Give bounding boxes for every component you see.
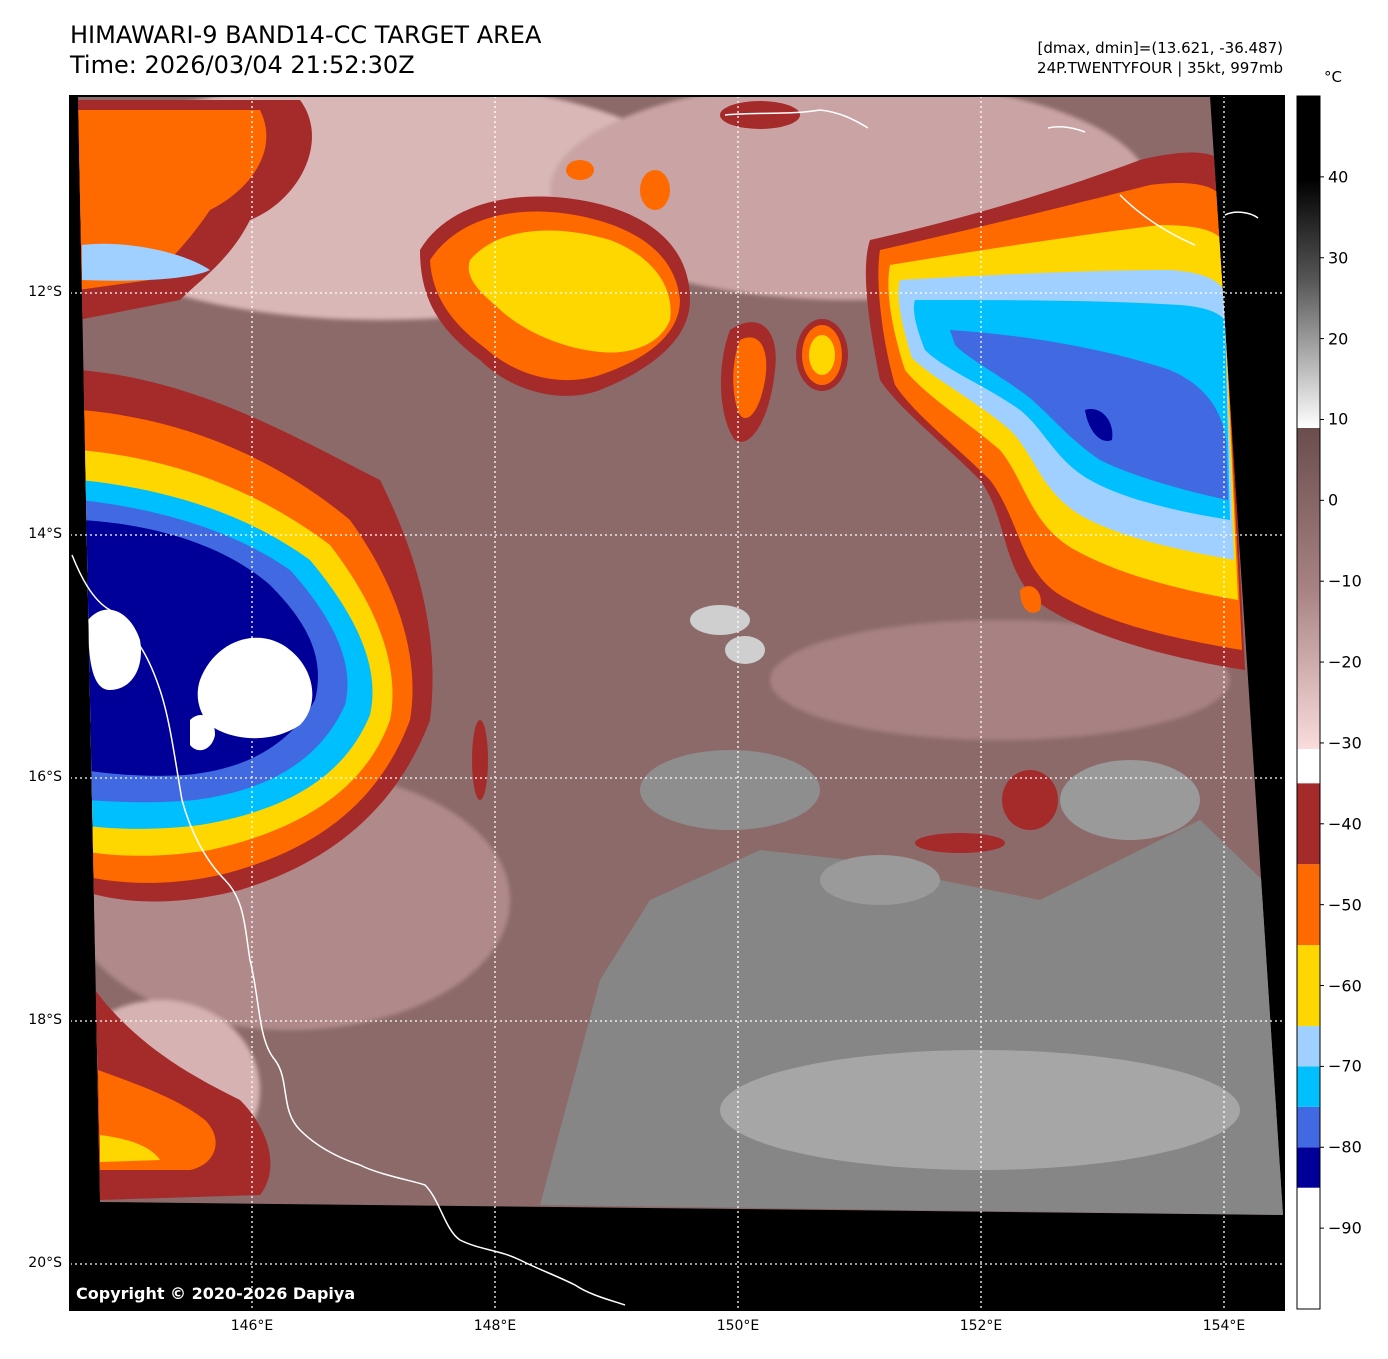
- colorbar-grey-segment: [1297, 96, 1320, 428]
- lon-label: 148°E: [473, 1318, 517, 1334]
- colorbar-tick-label: 0: [1328, 490, 1339, 510]
- colorbar-tick-label: −30: [1328, 733, 1362, 753]
- lat-label: 16°S: [28, 769, 62, 785]
- storm-label: 24P.TWENTYFOUR | 35kt, 997mb: [1037, 59, 1283, 77]
- colorbar-tick-label: −70: [1328, 1056, 1362, 1076]
- storm-info: [dmax, dmin]=(13.621, -36.487) 24P.TWENT…: [1037, 38, 1283, 78]
- convective-band-east: [865, 152, 1245, 670]
- lat-label: 18°S: [28, 1012, 62, 1028]
- colorbar-tick-label: −50: [1328, 895, 1362, 915]
- colorbar-band: [1297, 1066, 1320, 1107]
- colorbar-brown-segment: [1297, 428, 1320, 749]
- colorbar-band: [1297, 945, 1320, 1026]
- convective-system-west: [80, 370, 433, 902]
- colorbar-tick-label: 30: [1328, 248, 1349, 268]
- lat-label: 12°S: [28, 284, 62, 300]
- colorbar: [1296, 95, 1324, 1310]
- convective-cell-north: [420, 196, 848, 442]
- colorbar-tick-label: −40: [1328, 814, 1362, 834]
- lon-label: 150°E: [716, 1318, 760, 1334]
- colorbar-band: [1297, 1106, 1320, 1148]
- graticule: [70, 96, 1284, 1310]
- time-line: Time: 2026/03/04 21:52:30Z: [70, 51, 415, 79]
- copyright-notice: Copyright © 2020-2026 Dapiya: [76, 1284, 356, 1303]
- convective-band-northwest: [78, 100, 312, 320]
- colorbar-tick-label: −10: [1328, 571, 1362, 591]
- map-frame: [69, 95, 1285, 1311]
- colorbar-band: [1297, 1025, 1320, 1067]
- colorbar-tick-label: 20: [1328, 329, 1349, 349]
- colorbar-tick-label: −60: [1328, 976, 1362, 996]
- colorbar-tick-label: 40: [1328, 167, 1349, 187]
- convective-cell-southwest: [95, 990, 271, 1200]
- colorbar-tick-label: −80: [1328, 1137, 1362, 1157]
- scattered-cells: [472, 101, 1058, 853]
- colorbar-band: [1297, 783, 1320, 865]
- colorbar-tick-label: −20: [1328, 652, 1362, 672]
- imagery-swath: [78, 96, 1283, 1215]
- title-line: HIMAWARI-9 BAND14-CC TARGET AREA: [70, 21, 542, 49]
- colorbar-unit: °C: [1324, 68, 1342, 86]
- colorbar-tick-label: 10: [1328, 409, 1349, 429]
- clear-sky-grey: [540, 605, 1283, 1215]
- temperature-range: [dmax, dmin]=(13.621, -36.487): [1037, 39, 1283, 57]
- figure-title: HIMAWARI-9 BAND14-CC TARGET AREA Time: 2…: [70, 20, 541, 80]
- colorbar-band: [1297, 864, 1320, 946]
- lon-label: 152°E: [959, 1318, 1003, 1334]
- colorbar-frame: [1296, 95, 1321, 1310]
- colorbar-band: [1297, 1187, 1320, 1309]
- lon-label: 146°E: [230, 1318, 274, 1334]
- colorbar-band: [1297, 1147, 1320, 1188]
- colorbar-tick-label: −90: [1328, 1218, 1362, 1238]
- lat-label: 14°S: [28, 526, 62, 542]
- lat-label: 20°S: [28, 1255, 62, 1271]
- lon-label: 154°E: [1202, 1318, 1246, 1334]
